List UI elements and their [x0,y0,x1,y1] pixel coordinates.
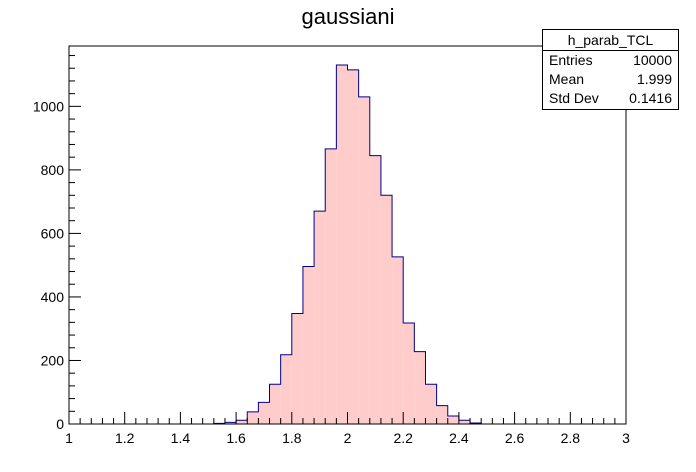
x-tick-label: 2 [344,430,352,446]
histogram-bar [369,155,381,424]
stats-row-entries: Entries 10000 [543,51,678,70]
y-tick-label: 0 [56,416,64,432]
stats-value: 10000 [633,52,672,68]
histogram-bar [358,96,370,424]
histogram-bar [302,266,315,424]
histogram-bar [325,148,337,424]
y-tick-label: 800 [41,162,65,178]
x-tick-label: 3 [622,430,630,446]
histogram-outline [213,64,482,424]
stats-name: h_parab_TCL [543,30,678,51]
histogram-bar [425,384,437,424]
histogram-bar [447,416,459,424]
x-tick-label: 1 [65,430,73,446]
y-tick-label: 600 [41,225,65,241]
chart-title: gaussiani [301,4,395,29]
histogram-bar [436,405,448,424]
histogram-bar [336,65,348,424]
x-tick-label: 1.4 [171,430,191,446]
histogram-bar [380,195,393,424]
stats-value: 1.999 [636,71,672,87]
x-tick-label: 2.4 [449,430,469,446]
histogram-bar [236,420,248,424]
y-tick-label: 400 [41,289,65,305]
x-tick-label: 1.8 [282,430,302,446]
histogram-bar [347,69,359,424]
histogram-bar [258,402,270,424]
histogram-bar [458,420,471,424]
x-tick-label: 1.2 [115,430,135,446]
histogram-bar [291,313,303,424]
x-tick-label: 1.6 [226,430,246,446]
histogram-bar [269,384,281,424]
x-tick-label: 2.8 [561,430,581,446]
histogram-bar [392,256,404,424]
stats-label: Mean [549,71,585,87]
histogram-bar [224,422,237,424]
histogram-bar [414,351,426,424]
stats-label: Entries [549,52,593,68]
y-tick-label: 1000 [33,98,64,114]
stats-box: h_parab_TCL Entries 10000 Mean 1.999 Std… [542,29,679,110]
stats-value: 0.1416 [629,90,672,106]
x-tick-label: 2.2 [393,430,413,446]
stats-label: Std Dev [549,90,599,106]
stats-row-stddev: Std Dev 0.1416 [543,89,678,108]
stats-row-mean: Mean 1.999 [543,70,678,89]
x-tick-label: 2.6 [505,430,525,446]
y-tick-label: 200 [41,352,65,368]
histogram-bar [247,411,259,424]
histogram-bar [403,322,415,424]
histogram-bar [314,211,326,424]
histogram-bar [280,354,292,424]
